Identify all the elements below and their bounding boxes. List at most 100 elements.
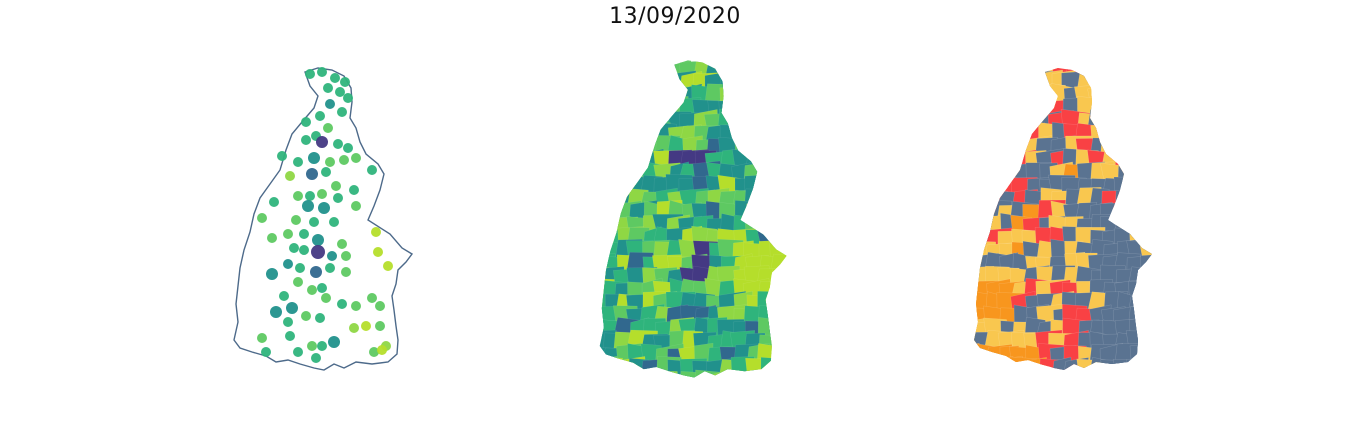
municipality-region <box>959 373 987 397</box>
municipality-point <box>307 341 317 351</box>
municipality-region <box>627 60 660 83</box>
municipality-region <box>1155 269 1184 292</box>
municipality-region <box>974 177 986 200</box>
municipality-region <box>599 136 624 168</box>
municipality-region <box>758 178 783 198</box>
municipality-region <box>1154 358 1181 387</box>
municipality-region <box>1141 162 1152 185</box>
municipality-region <box>616 99 644 127</box>
municipality-region <box>1166 123 1192 149</box>
municipality-region <box>799 149 824 170</box>
municipality-region <box>797 86 828 113</box>
municipality-region <box>1127 137 1152 158</box>
municipality-region <box>1139 305 1152 332</box>
municipality-region <box>772 122 787 150</box>
municipality-region <box>599 152 618 178</box>
municipality-region <box>797 99 823 125</box>
municipality-region <box>760 357 787 378</box>
municipality-region <box>974 164 983 185</box>
municipality-region <box>781 135 787 163</box>
municipality-region <box>996 87 1027 113</box>
municipality-region <box>974 138 1001 165</box>
municipality-point <box>335 87 345 97</box>
municipality-point <box>337 239 347 249</box>
municipality-region <box>678 371 707 378</box>
municipality-region <box>974 98 989 124</box>
municipality-region <box>974 175 999 203</box>
municipality-region <box>1153 125 1185 150</box>
municipality-point <box>337 107 347 117</box>
municipality-region <box>734 83 759 114</box>
figure-title: 13/09/2020 <box>609 4 741 29</box>
municipality-point <box>283 317 293 327</box>
municipality-region <box>746 99 768 126</box>
municipality-region <box>599 97 615 127</box>
municipality-region <box>1117 201 1148 230</box>
municipality-region <box>599 71 614 103</box>
municipality-point <box>325 263 335 273</box>
municipality-region <box>786 343 787 375</box>
municipality-region <box>1140 96 1152 124</box>
municipality-region <box>1129 186 1152 217</box>
municipality-region <box>770 162 787 186</box>
municipality-region <box>613 148 640 176</box>
municipality-point <box>301 311 311 321</box>
municipality-region <box>1128 71 1150 94</box>
municipality-region <box>771 97 787 121</box>
municipality-point <box>367 165 377 175</box>
municipality-point <box>351 153 361 163</box>
municipality-region <box>999 110 1025 140</box>
municipality-region <box>719 86 747 113</box>
region-tiles <box>599 60 828 378</box>
municipality-region <box>1166 228 1194 255</box>
municipality-point <box>325 99 335 109</box>
municipality-region <box>783 372 787 378</box>
municipality-region <box>1151 110 1152 134</box>
municipality-point <box>317 341 327 351</box>
municipality-region <box>1155 62 1182 89</box>
municipality-point <box>377 345 387 355</box>
municipality-region <box>785 187 787 219</box>
municipality-region <box>785 240 787 271</box>
municipality-region <box>770 371 787 378</box>
municipality-region <box>768 360 787 378</box>
municipality-region <box>599 137 613 160</box>
municipality-region <box>599 61 613 83</box>
municipality-region <box>1141 294 1152 317</box>
municipality-region <box>985 356 1014 370</box>
municipality-point <box>302 200 314 212</box>
municipality-region <box>1141 87 1152 111</box>
municipality-point <box>375 321 385 331</box>
municipality-region <box>1105 109 1133 140</box>
municipality-point <box>316 136 328 148</box>
municipality-region <box>1128 161 1152 194</box>
municipality-region <box>1154 256 1181 282</box>
municipality-region <box>1115 68 1143 89</box>
municipality-point <box>277 151 287 161</box>
municipality-region <box>770 319 787 346</box>
municipality-region <box>997 135 1029 162</box>
municipality-region <box>1153 72 1179 93</box>
municipality-region <box>1153 295 1184 317</box>
municipality-point <box>306 168 318 180</box>
municipality-region <box>599 200 614 233</box>
municipality-point <box>295 263 305 273</box>
municipality-region <box>1154 373 1174 400</box>
municipality-region <box>1116 373 1147 393</box>
municipality-point <box>257 333 267 343</box>
municipality-region <box>998 122 1020 150</box>
municipality-point <box>339 155 349 165</box>
municipality-region <box>599 226 610 254</box>
municipality-region <box>600 109 625 139</box>
municipality-region <box>797 109 828 141</box>
municipality-region <box>796 266 823 294</box>
municipality-point <box>283 259 293 269</box>
municipality-region <box>704 369 733 378</box>
municipality-region <box>1153 86 1181 108</box>
municipality-region <box>613 123 645 147</box>
municipality-region <box>786 227 787 255</box>
municipality-point <box>383 261 393 271</box>
municipality-region <box>784 357 787 378</box>
municipality-region <box>974 85 997 109</box>
municipality-region <box>974 95 1001 127</box>
